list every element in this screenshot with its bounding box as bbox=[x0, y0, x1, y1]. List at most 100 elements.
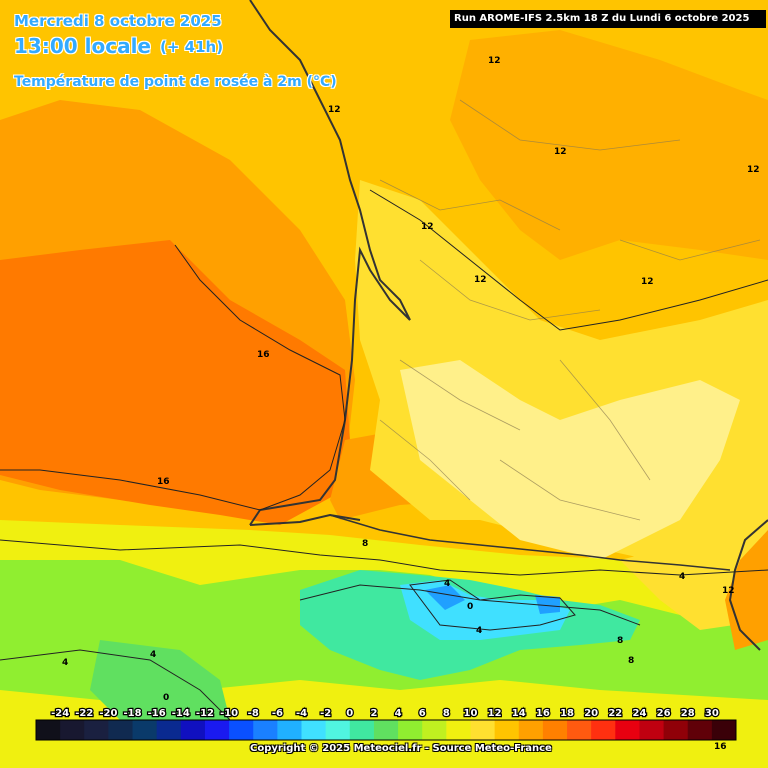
border-france-spain bbox=[329, 514, 731, 571]
colorbar-tick-label: -22 bbox=[75, 708, 93, 719]
contour-label: 12 bbox=[488, 56, 501, 66]
colorbar-tick-label: 30 bbox=[705, 708, 719, 719]
contour-label: 8 bbox=[628, 656, 634, 666]
colorbar-frame bbox=[35, 719, 737, 741]
colorbar-tick-label: 14 bbox=[512, 708, 526, 719]
parameter-title: Température de point de rosée à 2m (°C) bbox=[14, 74, 337, 90]
contour-label: 16 bbox=[257, 350, 270, 360]
colorbar-swatch bbox=[373, 720, 399, 740]
contour-labels: 12 12 12 12 12 12 12 16 16 8 4 0 4 4 4 0… bbox=[62, 56, 760, 752]
colorbar-swatch bbox=[180, 720, 206, 740]
contour-label: 4 bbox=[679, 572, 685, 582]
colorbar-swatch bbox=[204, 720, 230, 740]
contour-label: 4 bbox=[444, 579, 450, 589]
colorbar-swatch bbox=[349, 720, 375, 740]
contour-label: 12 bbox=[421, 222, 434, 232]
isoline-8 bbox=[0, 539, 768, 576]
colorbar-tick-label: 6 bbox=[419, 708, 426, 719]
colorbar-swatch bbox=[639, 720, 665, 740]
coastline-med bbox=[728, 519, 768, 651]
region-borders bbox=[379, 99, 761, 521]
colorbar-swatch bbox=[494, 720, 520, 740]
colorbar-tick-label: -14 bbox=[172, 708, 190, 719]
colorbar-swatch bbox=[108, 720, 134, 740]
coastline-france bbox=[249, 0, 411, 526]
forecast-time: 13:00 locale bbox=[14, 34, 151, 58]
contour-label: 16 bbox=[714, 742, 727, 752]
colorbar-swatch bbox=[84, 720, 109, 740]
colorbar-swatch bbox=[156, 720, 182, 740]
contour-label: 8 bbox=[362, 539, 368, 549]
contour-label: 0 bbox=[467, 602, 473, 612]
colorbar-tick-label: -2 bbox=[320, 708, 331, 719]
colorbar-tick-label: 22 bbox=[608, 708, 622, 719]
colorbar-swatch bbox=[60, 720, 85, 740]
colorbar-swatch bbox=[542, 720, 568, 740]
colorbar-tick-label: -8 bbox=[248, 708, 259, 719]
colorbar-tick-label: -18 bbox=[124, 708, 142, 719]
colorbar-tick-label: -6 bbox=[272, 708, 283, 719]
isoline-0 bbox=[409, 579, 576, 631]
copyright-notice: Copyright © 2025 Meteociel.fr - Source M… bbox=[250, 743, 552, 754]
colorbar-swatch bbox=[229, 720, 254, 740]
colorbar-tick-label: 16 bbox=[536, 708, 550, 719]
contour-label: 12 bbox=[554, 147, 567, 157]
colorbar-tick-label: -12 bbox=[196, 708, 214, 719]
colorbar-tick-label: 24 bbox=[632, 708, 646, 719]
model-run-banner: Run AROME-IFS 2.5km 18 Z du Lundi 6 octo… bbox=[450, 10, 766, 28]
colorbar-swatch bbox=[591, 720, 616, 740]
colorbar-tick-label: 28 bbox=[681, 708, 695, 719]
field-pyrenees-peak bbox=[425, 585, 465, 610]
colorbar-tick-label: 8 bbox=[443, 708, 450, 719]
colorbar-tick-label: 0 bbox=[346, 708, 353, 719]
field-spain-southwest bbox=[90, 640, 230, 720]
coastline-spain bbox=[249, 513, 361, 526]
colorbar-tick-label: 10 bbox=[464, 708, 478, 719]
contour-label: 12 bbox=[722, 586, 735, 596]
colorbar-tick-label: 4 bbox=[395, 708, 402, 719]
contour-label: 12 bbox=[747, 165, 760, 175]
contour-label: 4 bbox=[476, 626, 482, 636]
colorbar-swatch bbox=[446, 720, 471, 740]
colorbar-swatch bbox=[422, 720, 447, 740]
contour-label: 0 bbox=[163, 693, 169, 703]
colorbar-tick-label: -10 bbox=[220, 708, 238, 719]
field-land-12 bbox=[400, 360, 740, 560]
colorbar-tick-label: -4 bbox=[296, 708, 307, 719]
colorbar-tick-label: -16 bbox=[148, 708, 166, 719]
colorbar-swatch bbox=[253, 720, 278, 740]
contour-label: 12 bbox=[474, 275, 487, 285]
colorbar-tick-label: 12 bbox=[488, 708, 502, 719]
colorbar-swatch bbox=[567, 720, 592, 740]
contour-label: 16 bbox=[157, 477, 170, 487]
colorbar-swatch bbox=[687, 720, 713, 740]
colorbar-tick-label: 2 bbox=[370, 708, 377, 719]
colorbar: -24 -22 -20 -18 -16 -14 -12 -10 -8 -6 -4 -2 0 2 4 6 8 10 1… bbox=[35, 707, 737, 741]
colorbar-swatch bbox=[132, 720, 158, 740]
contour-label: 4 bbox=[150, 650, 156, 660]
colorbar-swatch bbox=[36, 720, 61, 740]
colorbar-swatch bbox=[277, 720, 303, 740]
colorbar-swatch bbox=[518, 720, 544, 740]
colorbar-tick-label: -24 bbox=[51, 708, 69, 719]
colorbar-swatch bbox=[325, 720, 351, 740]
isoline-16-ocean bbox=[0, 244, 346, 511]
colorbar-swatch bbox=[398, 720, 423, 740]
colorbar-swatch bbox=[301, 720, 327, 740]
field-upper-right bbox=[450, 30, 768, 260]
contour-label: 12 bbox=[641, 277, 654, 287]
colorbar-tick-label: 20 bbox=[584, 708, 598, 719]
forecast-lead-time: (+ 41h) bbox=[160, 38, 224, 56]
colorbar-tick-label: 18 bbox=[560, 708, 574, 719]
isoline-12-land bbox=[369, 189, 768, 331]
colorbar-tick-label: 26 bbox=[657, 708, 671, 719]
colorbar-swatch bbox=[711, 720, 737, 740]
colorbar-tick-label: -20 bbox=[99, 708, 117, 719]
contour-label: 4 bbox=[62, 658, 68, 668]
forecast-date: Mercredi 8 octobre 2025 bbox=[14, 12, 222, 30]
colorbar-swatch bbox=[615, 720, 640, 740]
colorbar-swatch bbox=[470, 720, 496, 740]
field-pyrenees-peak-2 bbox=[535, 595, 560, 614]
contour-label: 12 bbox=[328, 105, 341, 115]
